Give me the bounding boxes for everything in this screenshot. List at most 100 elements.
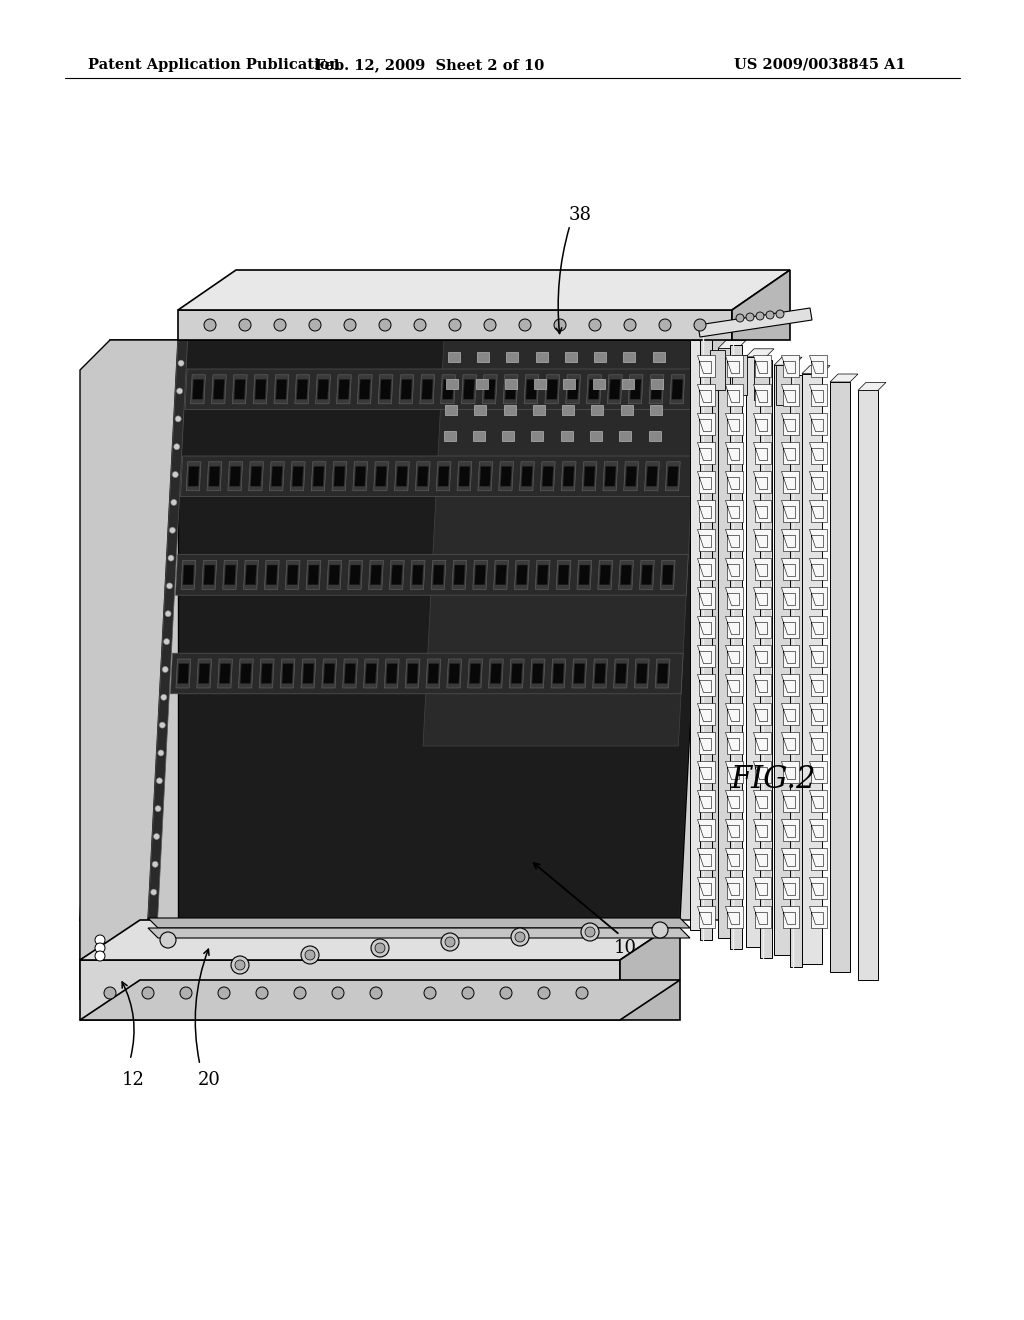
Polygon shape [202, 561, 217, 590]
Polygon shape [725, 733, 743, 754]
Polygon shape [442, 379, 454, 399]
Polygon shape [449, 664, 460, 684]
Circle shape [151, 890, 157, 895]
Polygon shape [666, 462, 680, 491]
Circle shape [519, 319, 531, 331]
Polygon shape [697, 645, 715, 667]
Polygon shape [348, 561, 362, 590]
Circle shape [155, 805, 161, 812]
Polygon shape [494, 561, 508, 590]
Circle shape [164, 639, 170, 644]
Polygon shape [332, 462, 347, 491]
Polygon shape [830, 381, 850, 972]
Circle shape [180, 987, 193, 999]
Polygon shape [253, 375, 268, 404]
Polygon shape [207, 462, 222, 491]
Polygon shape [183, 565, 194, 585]
Polygon shape [725, 471, 743, 492]
Polygon shape [710, 350, 725, 389]
Circle shape [231, 956, 249, 974]
Polygon shape [697, 847, 715, 870]
Polygon shape [148, 928, 690, 939]
Polygon shape [269, 462, 285, 491]
Circle shape [162, 667, 168, 672]
Polygon shape [344, 664, 355, 684]
Polygon shape [753, 587, 771, 609]
Polygon shape [618, 561, 634, 590]
Polygon shape [651, 379, 663, 399]
Polygon shape [386, 664, 397, 684]
Polygon shape [652, 352, 665, 363]
Polygon shape [753, 500, 771, 521]
Polygon shape [452, 561, 467, 590]
Polygon shape [753, 645, 771, 667]
Circle shape [174, 444, 180, 450]
Circle shape [204, 319, 216, 331]
Polygon shape [725, 675, 743, 696]
Polygon shape [639, 561, 654, 590]
Polygon shape [80, 979, 680, 1020]
Polygon shape [271, 466, 283, 486]
Polygon shape [378, 375, 393, 404]
Polygon shape [411, 561, 425, 590]
Polygon shape [178, 271, 790, 310]
Polygon shape [371, 565, 382, 585]
Polygon shape [697, 355, 715, 378]
Polygon shape [781, 733, 799, 754]
Polygon shape [396, 466, 408, 486]
Polygon shape [725, 616, 743, 638]
Polygon shape [400, 379, 412, 399]
Polygon shape [809, 876, 827, 899]
Polygon shape [457, 462, 472, 491]
Polygon shape [781, 413, 799, 436]
Polygon shape [670, 375, 685, 404]
Polygon shape [468, 659, 482, 688]
Polygon shape [697, 471, 715, 492]
Polygon shape [443, 430, 456, 441]
Circle shape [305, 950, 315, 960]
Polygon shape [697, 384, 715, 407]
Circle shape [581, 923, 599, 941]
Text: Feb. 12, 2009  Sheet 2 of 10: Feb. 12, 2009 Sheet 2 of 10 [315, 58, 545, 73]
Polygon shape [781, 876, 799, 899]
Polygon shape [394, 462, 410, 491]
Polygon shape [223, 561, 238, 590]
Polygon shape [531, 430, 544, 441]
Polygon shape [308, 565, 319, 585]
Polygon shape [753, 355, 771, 378]
Polygon shape [781, 587, 799, 609]
Polygon shape [502, 430, 514, 441]
Polygon shape [366, 664, 377, 684]
Polygon shape [190, 375, 206, 404]
Polygon shape [496, 565, 507, 585]
Circle shape [462, 987, 474, 999]
Polygon shape [730, 345, 742, 949]
Polygon shape [327, 561, 342, 590]
Polygon shape [558, 565, 569, 585]
Polygon shape [718, 341, 746, 348]
Polygon shape [725, 355, 743, 378]
Polygon shape [753, 442, 771, 465]
Polygon shape [541, 462, 555, 491]
Polygon shape [591, 405, 603, 414]
Polygon shape [725, 413, 743, 436]
Polygon shape [219, 664, 230, 684]
Polygon shape [725, 876, 743, 899]
Circle shape [484, 319, 496, 331]
Polygon shape [178, 310, 732, 341]
Polygon shape [753, 733, 771, 754]
Polygon shape [781, 645, 799, 667]
Polygon shape [505, 379, 516, 399]
Polygon shape [532, 405, 545, 414]
Polygon shape [680, 310, 735, 920]
Circle shape [172, 471, 178, 478]
Polygon shape [781, 529, 799, 550]
Polygon shape [553, 664, 564, 684]
Polygon shape [781, 906, 799, 928]
Polygon shape [431, 561, 445, 590]
Polygon shape [593, 659, 607, 688]
Polygon shape [175, 554, 688, 595]
Polygon shape [809, 500, 827, 521]
Polygon shape [524, 375, 539, 404]
Circle shape [766, 312, 774, 319]
